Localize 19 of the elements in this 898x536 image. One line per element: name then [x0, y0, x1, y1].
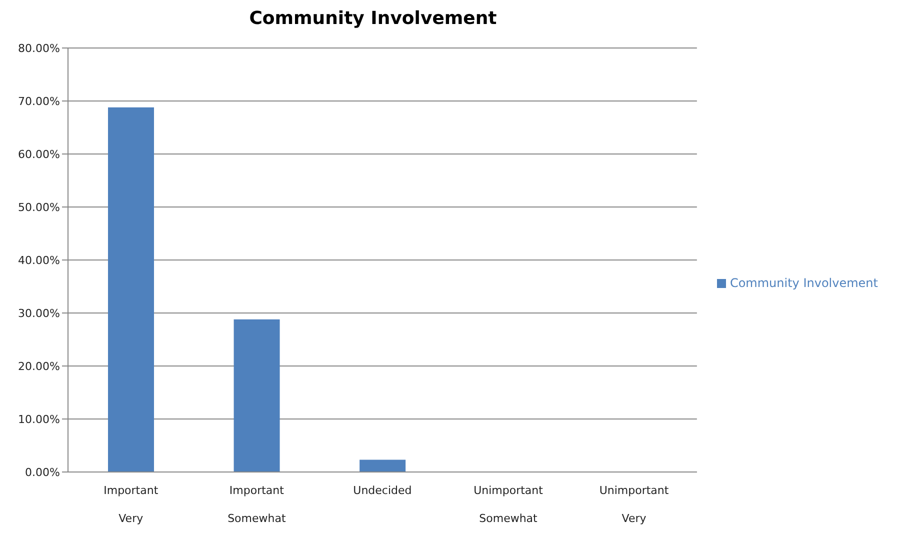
- chart-title: Community Involvement: [248, 8, 498, 31]
- category-label: Important Very: [104, 484, 158, 525]
- legend-label: Community Involvement: [730, 276, 878, 290]
- category-label: Important Somewhat: [228, 484, 286, 525]
- x-tick-label: Undecided: [353, 484, 412, 497]
- y-tick-label: 30.00%: [18, 306, 60, 320]
- category-label: Unimportant Somewhat: [474, 484, 543, 525]
- bar: [360, 460, 406, 472]
- bar: [234, 319, 280, 472]
- y-tick-label: 70.00%: [18, 94, 60, 108]
- category-label: Unimportant Very: [599, 484, 669, 525]
- bar: [108, 107, 154, 472]
- y-tick-label: 40.00%: [18, 254, 60, 267]
- y-tick-label: 0.00%: [25, 466, 60, 479]
- y-tick-label: 50.00%: [18, 200, 60, 214]
- y-tick-label: 60.00%: [18, 148, 60, 161]
- y-tick-label: 20.00%: [18, 360, 60, 373]
- y-tick-label: 80.00%: [18, 42, 60, 55]
- y-tick-label: 10.00%: [18, 412, 60, 426]
